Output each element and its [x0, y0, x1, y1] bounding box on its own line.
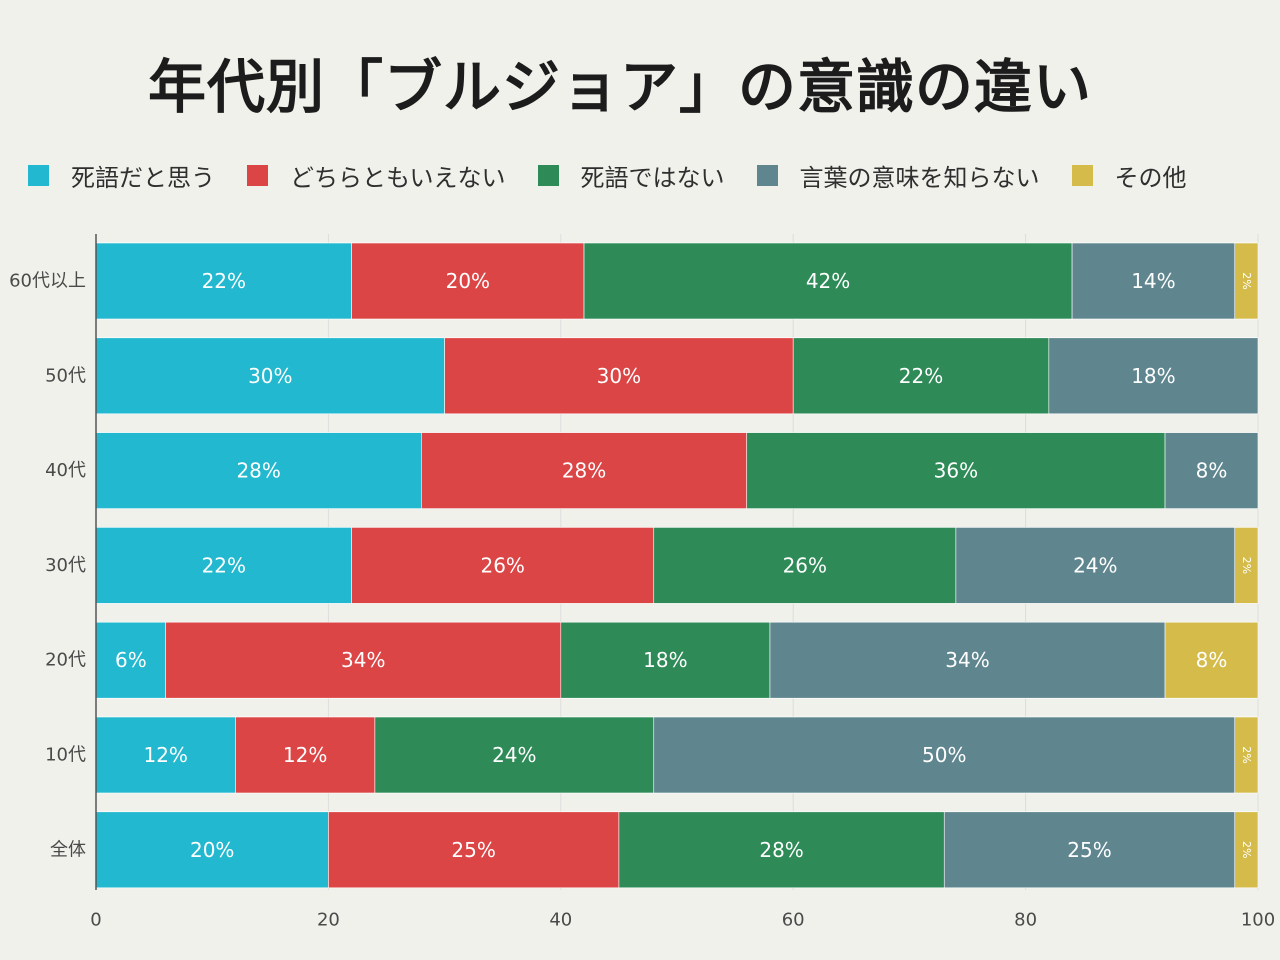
category-label-0: 60代以上: [9, 271, 86, 292]
category-label-5: 10代: [45, 745, 86, 766]
bar-label-3-3: 24%: [1073, 553, 1117, 577]
bar-label-5-1: 12%: [283, 743, 327, 767]
bar-4-4: [1164, 621, 1259, 699]
bar-label-0-0: 22%: [202, 269, 246, 293]
bar-label-0-2: 42%: [806, 269, 850, 293]
bar-0-0: [95, 242, 352, 320]
bar-2-0: [95, 432, 422, 509]
bar-6-0: [95, 811, 329, 889]
legend-label-series-4: 言葉の意味を知らない: [799, 163, 1040, 192]
bar-label-6-4: 2%: [1240, 841, 1253, 858]
x-tick-label-3: 60: [782, 910, 805, 931]
category-label-6: 全体: [50, 839, 86, 860]
bar-label-1-3: 18%: [1131, 364, 1175, 388]
bar-2-2: [746, 432, 1166, 509]
x-tick-label-5: 100: [1241, 910, 1275, 931]
legend-item-series-2: どちらともいえない: [247, 158, 506, 193]
bar-label-3-4: 2%: [1240, 557, 1253, 574]
legend-item-series-1: 死語だと思う: [28, 158, 215, 193]
bar-3-0: [95, 527, 352, 604]
bar-label-6-2: 28%: [759, 838, 803, 862]
bar-label-0-3: 14%: [1131, 269, 1175, 293]
bar-2-1: [421, 432, 748, 509]
bar-1-3: [1048, 337, 1259, 415]
bar-6-1: [328, 811, 620, 889]
bar-0-2: [583, 242, 1073, 320]
bar-label-4-3: 34%: [945, 648, 989, 672]
bar-label-0-4: 2%: [1240, 272, 1253, 289]
bar-5-3: [653, 716, 1236, 794]
bar-label-6-0: 20%: [190, 838, 234, 862]
bar-label-2-1: 28%: [562, 459, 606, 483]
legend-item-series-5: その他: [1071, 158, 1187, 193]
bar-0-1: [351, 242, 585, 320]
x-tick-label-1: 20: [317, 910, 340, 931]
bar-1-1: [444, 337, 794, 415]
legend-swatch-series-1: [28, 164, 49, 186]
bar-1-2: [792, 337, 1050, 415]
bar-label-1-1: 30%: [597, 364, 641, 388]
bar-5-0: [95, 716, 236, 794]
bar-label-5-3: 50%: [922, 743, 966, 767]
x-tick-label-4: 80: [1014, 910, 1037, 931]
legend-label-series-1: 死語だと思う: [71, 163, 215, 192]
bar-label-4-1: 34%: [341, 648, 385, 672]
bar-6-4: [1234, 811, 1259, 889]
bar-6-3: [943, 811, 1236, 889]
bar-label-6-3: 25%: [1067, 838, 1111, 862]
bar-0-4: [1234, 242, 1259, 320]
bar-5-1: [235, 716, 376, 794]
bar-3-1: [351, 527, 655, 604]
legend-swatch-series-2: [247, 164, 268, 186]
bar-label-1-2: 22%: [899, 364, 943, 388]
bar-label-3-2: 26%: [783, 553, 827, 577]
category-label-2: 40代: [45, 460, 86, 481]
legend-label-series-3: 死語ではない: [580, 163, 725, 192]
bar-3-4: [1234, 527, 1259, 604]
legend-swatch-series-3: [537, 164, 559, 186]
bar-label-3-1: 26%: [480, 553, 524, 577]
bar-4-2: [560, 621, 771, 699]
bar-label-6-1: 25%: [451, 838, 495, 862]
bar-1-0: [95, 337, 445, 415]
bar-3-3: [955, 527, 1236, 604]
bar-label-5-0: 12%: [143, 743, 187, 767]
x-tick-label-0: 0: [90, 910, 101, 931]
bar-5-4: [1234, 716, 1259, 794]
bar-4-1: [165, 621, 562, 699]
chart-title: 年代別「ブルジョア」の意識の違い: [148, 53, 1093, 121]
x-tick-label-2: 40: [549, 910, 572, 931]
bar-label-3-0: 22%: [202, 553, 246, 577]
category-label-1: 50代: [45, 365, 86, 386]
bar-0-3: [1071, 242, 1236, 320]
bar-5-2: [374, 716, 655, 794]
legend-label-series-2: どちらともいえない: [290, 163, 506, 192]
legend-item-series-4: 言葉の意味を知らない: [756, 158, 1040, 193]
legend-label-series-5: その他: [1114, 163, 1187, 192]
bar-label-2-0: 28%: [236, 459, 280, 483]
bar-4-0: [95, 621, 167, 699]
bar-2-3: [1164, 432, 1259, 509]
legend-swatch-series-4: [756, 164, 778, 186]
legend-swatch-series-5: [1071, 164, 1093, 186]
bar-label-0-1: 20%: [446, 269, 490, 293]
bar-label-5-2: 24%: [492, 743, 536, 767]
bar-label-4-4: 8%: [1196, 648, 1228, 672]
legend-item-series-3: 死語ではない: [537, 158, 725, 193]
bar-label-4-2: 18%: [643, 648, 687, 672]
bar-label-5-4: 2%: [1240, 746, 1253, 763]
category-label-4: 20代: [45, 650, 86, 671]
bar-label-2-2: 36%: [934, 459, 978, 483]
bar-label-1-0: 30%: [248, 364, 292, 388]
legend: 死語だと思う どちらともいえない 死語ではない 言葉の意味を知らない その他: [28, 158, 1219, 192]
bar-3-2: [653, 527, 957, 604]
bar-label-4-0: 6%: [115, 648, 147, 672]
category-label-3: 30代: [45, 555, 86, 576]
bar-6-2: [618, 811, 945, 889]
bar-label-2-3: 8%: [1196, 459, 1228, 483]
